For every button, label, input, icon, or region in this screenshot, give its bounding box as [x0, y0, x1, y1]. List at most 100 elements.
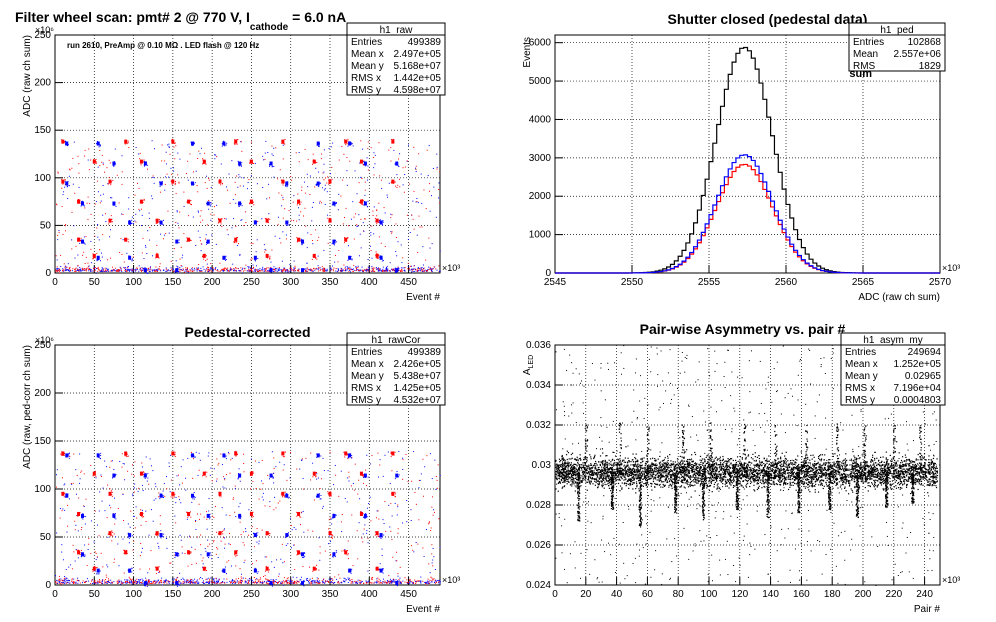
data-point [71, 578, 73, 580]
data-point [413, 581, 415, 583]
data-point-on [328, 491, 332, 496]
data-point [323, 579, 325, 581]
data-point-on [109, 494, 111, 496]
data-point [182, 268, 184, 270]
data-point [205, 581, 207, 583]
data-point [335, 270, 337, 272]
data-point-on [202, 475, 204, 477]
data-point [65, 582, 67, 584]
data-point-on [220, 496, 222, 498]
data-point-off [131, 222, 133, 224]
data-point-off [84, 555, 86, 557]
data-point [372, 210, 374, 212]
data-point-on [314, 474, 316, 476]
data-point-on [188, 553, 190, 555]
data-point [274, 235, 276, 237]
data-point [102, 193, 104, 195]
data-point-on [109, 180, 111, 182]
data-point [90, 270, 92, 272]
data-point [338, 250, 340, 252]
data-point [397, 504, 399, 506]
data-point-off [97, 573, 99, 575]
data-point-on [363, 474, 365, 476]
data-point [355, 266, 357, 268]
data-point-off [285, 493, 289, 498]
data-point [248, 534, 250, 536]
data-point-on [329, 181, 331, 183]
data-point [312, 270, 314, 272]
data-point [78, 163, 80, 165]
data-point [127, 266, 129, 268]
data-point-off [98, 573, 100, 575]
data-point [439, 270, 441, 272]
data-point [205, 269, 207, 271]
x-tick-label: 400 [361, 277, 378, 288]
data-point [370, 225, 372, 227]
data-point-on [284, 491, 286, 493]
data-point-on [143, 159, 145, 161]
data-point [177, 152, 179, 154]
data-point-on [378, 535, 380, 537]
data-point [438, 265, 440, 267]
data-point [396, 186, 398, 188]
data-point [266, 267, 268, 269]
data-point [142, 582, 144, 584]
data-point [95, 581, 97, 583]
data-point-on [268, 532, 270, 534]
data-point [56, 267, 58, 269]
data-point [122, 493, 124, 495]
data-point [366, 530, 368, 532]
data-point [107, 566, 109, 568]
data-point [116, 269, 118, 271]
data-point [262, 492, 264, 494]
data-point [407, 262, 409, 264]
data-point [98, 535, 100, 537]
data-point [196, 581, 198, 583]
data-point [318, 266, 320, 268]
data-point [132, 464, 134, 466]
data-point [303, 531, 305, 533]
data-point [213, 214, 215, 216]
data-point [312, 530, 314, 532]
data-point-off [223, 256, 225, 258]
data-point [182, 580, 184, 582]
data-point [99, 249, 101, 251]
data-point [56, 203, 58, 205]
data-point [151, 582, 153, 584]
data-point [301, 186, 303, 188]
data-point [354, 269, 356, 271]
data-point [361, 581, 363, 583]
data-point [69, 268, 71, 270]
data-point-off [83, 556, 85, 558]
data-point [427, 175, 429, 177]
data-point-off [131, 535, 133, 537]
data-point [200, 210, 202, 212]
data-point-off [318, 186, 320, 188]
data-point [168, 176, 170, 178]
data-point-off [395, 268, 399, 273]
data-point-on [378, 219, 380, 221]
stats-label: RMS y [351, 85, 381, 96]
data-point [140, 270, 142, 272]
data-point-on [267, 534, 269, 536]
data-point [101, 475, 103, 477]
data-point [168, 147, 170, 149]
data-point-on [108, 218, 110, 220]
data-point [568, 465, 570, 467]
data-point [131, 578, 133, 580]
data-point [213, 516, 215, 518]
data-point [133, 582, 135, 584]
data-point [158, 268, 160, 270]
data-point [371, 269, 373, 271]
data-point [407, 581, 409, 583]
data-point [78, 269, 80, 271]
y-tick-label: 6000 [529, 38, 552, 49]
data-point [284, 581, 286, 583]
data-point-off [316, 493, 320, 498]
data-point [265, 269, 267, 271]
data-point-on [391, 493, 393, 495]
data-point [101, 270, 103, 272]
data-point-on [377, 255, 379, 257]
data-point [347, 540, 349, 542]
data-point [69, 580, 71, 582]
